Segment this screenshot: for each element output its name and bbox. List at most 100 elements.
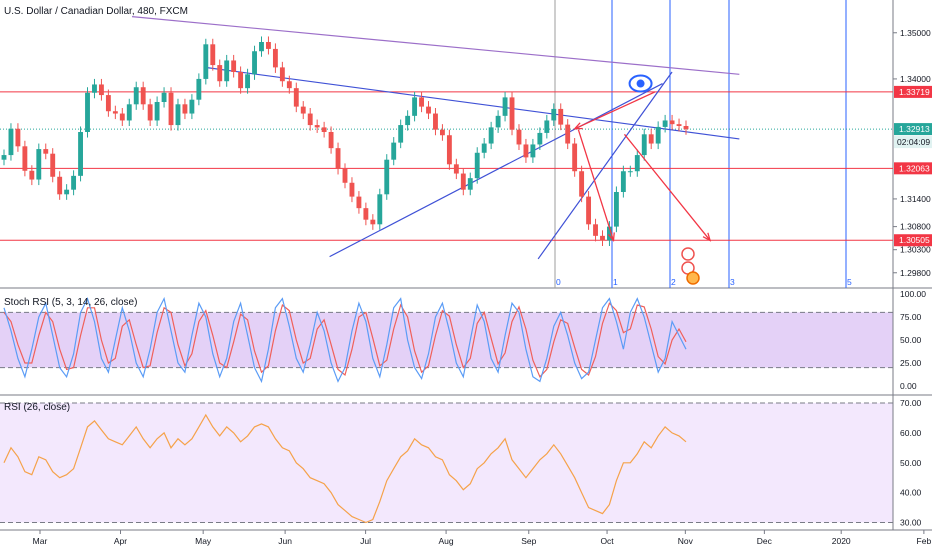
trendlines[interactable] <box>131 16 740 260</box>
rsi-tick-label: 40.00 <box>900 488 922 498</box>
cycle-label: 0 <box>556 277 561 287</box>
candle-body <box>634 155 640 172</box>
current-price-label: 1.32913 <box>899 124 930 134</box>
candle-body <box>412 97 418 116</box>
candle-body <box>238 72 244 89</box>
candle-body <box>648 134 654 144</box>
candle-body <box>196 78 202 100</box>
candle-body <box>189 99 195 114</box>
time-tick-label: Feb <box>917 536 932 546</box>
candle-body <box>544 120 550 133</box>
candle-body <box>419 97 424 107</box>
candle-body <box>426 106 431 114</box>
level-tag <box>894 162 932 175</box>
candle-body <box>516 129 522 145</box>
event-marker-circle[interactable] <box>686 271 700 285</box>
time-tick-label: Nov <box>678 536 694 546</box>
forecast-arrow[interactable] <box>577 129 615 241</box>
trendline[interactable] <box>537 71 673 260</box>
stoch-tick-label: 25.00 <box>900 358 922 368</box>
candle-body <box>662 120 668 127</box>
time-tick-label: Oct <box>600 536 614 546</box>
rsi-line <box>3 413 687 524</box>
time-tick-label: May <box>195 536 212 546</box>
rsi-tick-label: 30.00 <box>900 518 922 528</box>
candle-body <box>495 115 501 128</box>
cycle-label: 3 <box>730 277 735 287</box>
forecast-arrow[interactable] <box>623 133 711 241</box>
event-markers[interactable] <box>681 247 700 285</box>
candle-body <box>43 149 49 154</box>
candle-body <box>620 171 626 192</box>
candle-body <box>405 115 411 126</box>
candle-body <box>321 127 327 132</box>
horizontal-levels[interactable]: 1.33719 1.32063 1.30505 1.32913 02:04:09 <box>0 85 932 247</box>
candle-body <box>140 87 146 105</box>
stoch-tick-label: 50.00 <box>900 335 922 345</box>
candle-body <box>266 42 271 49</box>
candle-body <box>245 74 251 89</box>
rsi-tick-label: 60.00 <box>900 428 922 438</box>
gridlines <box>0 311 893 524</box>
candle-body <box>259 42 264 52</box>
candle-body <box>467 178 473 190</box>
level-tag-label: 1.33719 <box>899 87 930 97</box>
stoch-rsi-title: Stoch RSI (5, 3, 14, 26, close) <box>4 297 137 308</box>
level-tag-label: 1.32063 <box>899 163 930 173</box>
candle-body <box>57 176 63 195</box>
candle-body <box>335 148 341 169</box>
candle-body <box>252 51 257 75</box>
price-tick-label: 1.35000 <box>900 28 931 38</box>
candle-body <box>71 175 77 190</box>
candle-body <box>342 168 348 183</box>
forecast-arrow-head <box>607 232 615 243</box>
candle-body <box>85 92 90 132</box>
candle-body <box>551 108 557 121</box>
candle-body <box>300 106 306 114</box>
trendline[interactable] <box>329 83 663 258</box>
candle-body <box>530 144 536 158</box>
time-tick-label: 2020 <box>832 536 851 546</box>
rsi-tick-label: 70.00 <box>900 398 922 408</box>
price-tick-label: 1.34000 <box>900 74 931 84</box>
candle-body <box>391 142 397 160</box>
candle-body <box>203 44 209 79</box>
candle-body <box>175 104 181 126</box>
trendline[interactable] <box>131 16 740 75</box>
candle-body <box>572 143 578 172</box>
trendline[interactable] <box>205 66 740 140</box>
candle-body <box>565 124 571 144</box>
candle-body <box>293 88 299 107</box>
stoch-tick-label: 100.00 <box>900 289 926 299</box>
candle-body <box>98 84 104 96</box>
candle-body <box>363 208 369 220</box>
candle-body <box>182 104 188 114</box>
candle-body <box>217 65 223 82</box>
current-price-tag <box>894 123 932 136</box>
candle-body <box>523 144 529 158</box>
candle-body <box>683 126 689 130</box>
time-tick-label: Jun <box>278 536 292 546</box>
forecast-arrows[interactable] <box>573 91 712 243</box>
cycle-label: 1 <box>613 277 618 287</box>
price-tick-label: 1.30300 <box>900 245 931 255</box>
main-chart-title: U.S. Dollar / Canadian Dollar, 480, FXCM <box>4 6 188 17</box>
candle-body <box>133 87 139 105</box>
candle-body <box>1 155 7 160</box>
candle-body <box>22 146 28 171</box>
candle-body <box>433 113 438 130</box>
candle-body <box>474 152 480 179</box>
candle-body <box>579 171 585 197</box>
candle-body <box>613 192 619 227</box>
candle-body <box>36 149 42 180</box>
candle-body <box>655 126 661 144</box>
candle-body <box>593 224 598 236</box>
candle-body <box>126 104 132 121</box>
forecast-arrow[interactable] <box>574 91 656 130</box>
candle-body <box>509 97 515 130</box>
event-marker-circle[interactable] <box>681 247 695 261</box>
candle-body <box>307 113 313 126</box>
eye-icon[interactable] <box>628 74 653 93</box>
candle-body <box>641 134 647 156</box>
candle-body <box>349 182 355 197</box>
